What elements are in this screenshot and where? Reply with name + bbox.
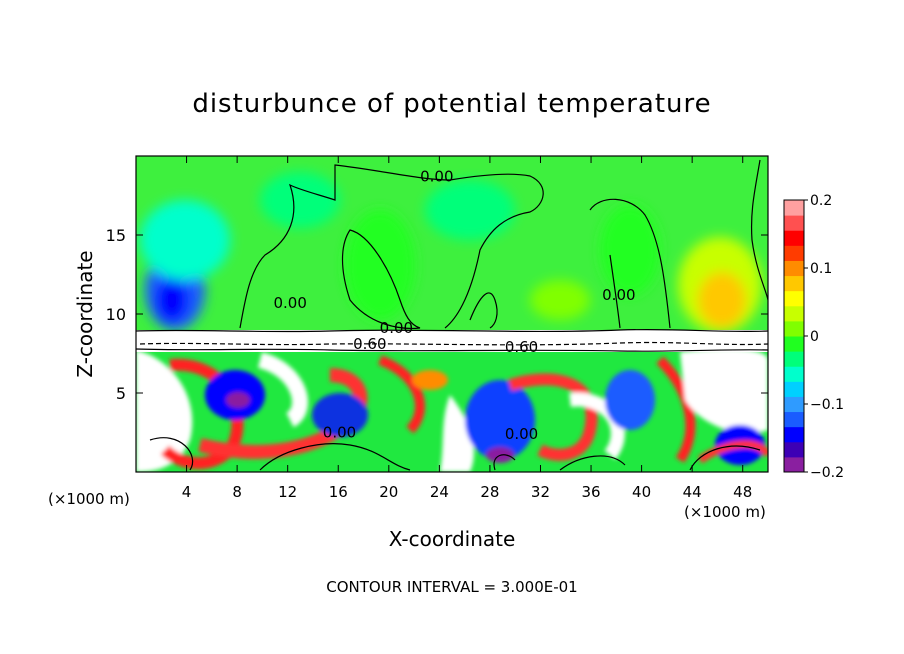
green-patch-2	[600, 205, 660, 295]
contour-label: 0.00	[380, 319, 413, 337]
x-tick-label: 32	[531, 483, 550, 501]
x-tick-label: 4	[182, 483, 192, 501]
x-tick-label: 20	[379, 483, 398, 501]
white-swirl-1	[257, 352, 308, 428]
teal-patch-1	[425, 180, 515, 240]
x-tick-label: 8	[232, 483, 242, 501]
inversion-contour-lower	[136, 348, 768, 352]
colorbar-band	[784, 426, 804, 443]
colorbar-bands	[784, 200, 804, 473]
contour-zero-lower-5	[689, 445, 761, 471]
colorbar-band	[784, 230, 804, 246]
x-tick-label: 40	[632, 483, 651, 501]
x-axis-label: X-coordinate	[389, 527, 516, 551]
contour-zero-lower-1	[259, 443, 411, 471]
x-tick-label: 12	[278, 483, 297, 501]
inversion-layer-contours	[136, 328, 768, 352]
colorbar-band	[784, 290, 804, 307]
warm-anomaly-right-core	[698, 272, 746, 328]
colorbar-band	[784, 200, 804, 216]
colorbar-band	[784, 366, 804, 382]
contour-zero-right	[589, 198, 671, 329]
contour-interval-footer: CONTOUR INTERVAL = 3.000E-01	[326, 578, 577, 596]
contour-labels: 0.000.000.00 0.000.60 0.600.00 0.00	[274, 168, 636, 444]
contour-label: 0.00	[274, 294, 307, 312]
x-tick-label: 24	[430, 483, 449, 501]
colorbar-ticks: 0.2 0.1 0 −0.1 −0.2	[804, 193, 844, 481]
colorbar-band	[784, 456, 804, 473]
inversion-contour-upper	[136, 328, 768, 333]
x-tick-label: 16	[329, 483, 348, 501]
inversion-layer-band	[136, 330, 768, 352]
y-tick-label: 15	[106, 226, 126, 245]
contour-label: 0.00	[420, 168, 453, 186]
teal-patch-2	[260, 172, 340, 228]
x-axis: 4 8 12 16 20 24 28 32 36 40 44 48	[182, 156, 752, 501]
contour-zero-right-2	[609, 254, 621, 329]
cool-region-left	[140, 200, 230, 280]
x-unit-label-right: (×1000 m)	[684, 503, 766, 521]
colorbar-tick-label: 0	[810, 329, 819, 345]
contour-zero-mid	[341, 229, 421, 329]
colorbar-tick-label: −0.2	[810, 465, 844, 481]
green-patch-1	[345, 210, 415, 320]
contour-zero-lower-4	[559, 455, 626, 471]
colorbar-band	[784, 275, 804, 292]
x-tick-label: 44	[683, 483, 702, 501]
colorbar-band	[784, 336, 804, 352]
cold-anomaly-left-core	[156, 278, 188, 322]
colorbar-tick-label: 0.2	[810, 193, 832, 209]
red-swirl-2	[378, 355, 425, 434]
blue-vortex-4	[605, 370, 655, 430]
colorbar-band	[784, 396, 804, 413]
field-lower-blobs	[136, 348, 768, 472]
contour-label: 0.60	[505, 338, 538, 356]
contour-label: 0.00	[505, 425, 538, 443]
colorbar-band	[784, 320, 804, 337]
red-swirl-3	[508, 373, 598, 461]
colorbar-tick-label: −0.1	[810, 397, 844, 413]
red-swirl-4	[656, 356, 696, 463]
contour-zero-edge	[750, 159, 768, 301]
lime-patch	[530, 280, 590, 320]
red-band-left	[160, 358, 244, 470]
blue-vortex-2	[312, 393, 368, 437]
inversion-contour-dashed	[139, 341, 768, 346]
contour-zero-lower-3	[493, 454, 516, 471]
contour-zero-upper	[239, 164, 544, 329]
colorbar: 0.2 0.1 0 −0.1 −0.2	[783, 193, 844, 481]
contour-zero-small	[469, 292, 498, 329]
orange-patch	[412, 370, 448, 390]
colorbar-band	[784, 215, 804, 231]
blue-vortex-3	[465, 380, 535, 460]
colorbar-band	[784, 441, 804, 458]
contour-label: 0.00	[323, 424, 356, 442]
colorbar-tick-label: 0.1	[810, 261, 832, 277]
x-tick-label: 28	[480, 483, 499, 501]
colorbar-band	[784, 351, 804, 367]
white-column-1	[440, 395, 474, 472]
y-tick-label: 5	[116, 384, 126, 403]
colorbar-band	[784, 260, 804, 277]
x-tick-label: 48	[733, 483, 752, 501]
chart-title: disturbunce of potential temperature	[192, 89, 711, 119]
contour-label: 0.60	[353, 335, 386, 353]
contour-label: 0.00	[602, 286, 635, 304]
zero-contour-lines	[149, 159, 768, 471]
y-tick-label: 10	[106, 305, 126, 324]
white-region-right	[680, 348, 768, 434]
y-axis: 5 10 15	[106, 226, 768, 403]
purple-core-1	[226, 392, 250, 408]
colorbar-band	[784, 245, 804, 261]
colorbar-band	[784, 381, 804, 397]
y-axis-label: Z-coordinate	[73, 250, 97, 377]
colorbar-band	[784, 305, 804, 322]
plot-area: 0.000.000.00 0.000.60 0.600.00 0.00	[136, 156, 768, 472]
x-unit-label-left: (×1000 m)	[48, 490, 130, 508]
x-tick-label: 36	[581, 483, 600, 501]
colorbar-band	[784, 411, 804, 428]
red-swirl-5	[697, 440, 768, 464]
contour-zero-lower-2	[149, 437, 194, 471]
